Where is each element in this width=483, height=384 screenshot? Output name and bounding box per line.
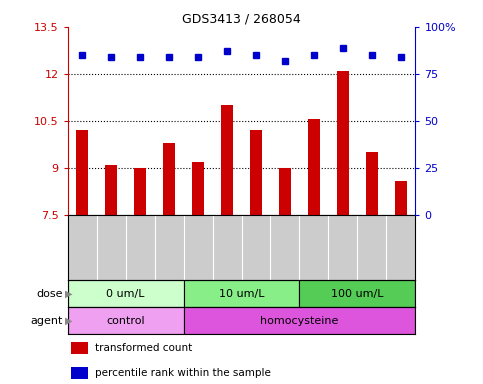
Bar xyxy=(308,119,320,215)
Bar xyxy=(184,307,415,334)
Bar xyxy=(279,168,291,215)
Text: homocysteine: homocysteine xyxy=(260,316,339,326)
Bar xyxy=(192,162,204,215)
Bar xyxy=(337,71,349,215)
Bar xyxy=(71,366,88,379)
Bar xyxy=(366,152,378,215)
Text: dose: dose xyxy=(36,289,63,299)
Text: transformed count: transformed count xyxy=(96,343,193,353)
Title: GDS3413 / 268054: GDS3413 / 268054 xyxy=(182,13,301,26)
Text: 0 um/L: 0 um/L xyxy=(106,289,145,299)
Text: 100 um/L: 100 um/L xyxy=(331,289,384,299)
Text: percentile rank within the sample: percentile rank within the sample xyxy=(96,368,271,378)
Bar xyxy=(221,105,233,215)
Bar xyxy=(395,180,407,215)
Text: ▶: ▶ xyxy=(65,316,73,326)
Bar xyxy=(163,143,175,215)
Bar xyxy=(299,280,415,307)
Text: agent: agent xyxy=(30,316,63,326)
Text: 10 um/L: 10 um/L xyxy=(219,289,264,299)
Bar xyxy=(76,131,88,215)
Bar xyxy=(134,168,146,215)
Text: ▶: ▶ xyxy=(65,289,73,299)
Bar xyxy=(68,280,184,307)
Bar xyxy=(68,307,184,334)
Text: control: control xyxy=(106,316,145,326)
Bar xyxy=(184,280,299,307)
Bar xyxy=(105,165,117,215)
Bar xyxy=(250,131,262,215)
Bar xyxy=(71,342,88,354)
